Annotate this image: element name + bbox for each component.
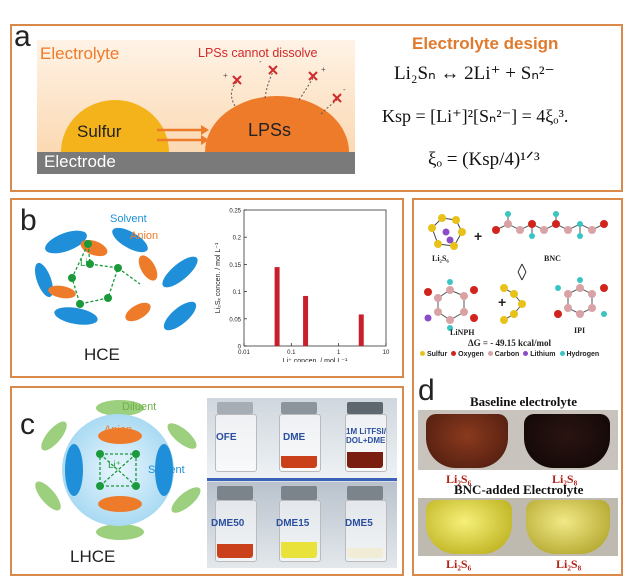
- mol-li2s6-label: Li₂S₆: [432, 254, 449, 263]
- bnc-li2s8-label: Li₂S₈: [556, 557, 582, 571]
- vial-label-litfsi: 1M LiTFSI/ DOL+DME: [346, 427, 386, 445]
- y-tick-label: 0: [238, 345, 242, 351]
- linph-molecule: [424, 279, 478, 331]
- electrolyte-label: Electrolyte: [40, 44, 120, 63]
- lhce-anion-label: Anion: [104, 424, 133, 436]
- lhce-li-label: Li⁺: [108, 460, 122, 471]
- bnc-vials-photo: [418, 498, 618, 556]
- baseline-li2s8-label: Li₂S₈: [552, 472, 578, 486]
- solubility-chart: 0 0.05 0.1 0.15 0.2 0.25 0.01 0.1 1 10 Li⁺ concen.…: [215, 209, 390, 363]
- panel-b: [10, 198, 404, 378]
- y-tick-label: 0.15: [229, 263, 241, 269]
- molecule-diagram: [424, 211, 608, 331]
- electrode-bar: [37, 152, 355, 174]
- svg-text:+: +: [321, 65, 326, 74]
- panel-d: [412, 198, 623, 576]
- ipi-molecule: [554, 277, 608, 318]
- vial-label-dme5: DME5: [345, 518, 373, 529]
- baseline-title: Baseline electrolyte: [470, 394, 577, 409]
- svg-text:-: -: [259, 57, 262, 66]
- x-axis-label: Li⁺ concen. / mol L⁻¹: [283, 358, 348, 362]
- hce-anion-label: Anion: [130, 230, 159, 242]
- hce-li-label: Li⁺: [80, 258, 94, 269]
- lpss-label: LPSs: [248, 120, 292, 140]
- sulfur-chain: [500, 284, 526, 324]
- svg-text:+: +: [223, 71, 228, 80]
- baseline-li2s6-label: Li₂S₆: [446, 472, 472, 486]
- y-tick-label: 0.25: [229, 209, 241, 215]
- li2s6-molecule: [428, 214, 466, 250]
- mol-ipi-label: IPI: [574, 326, 586, 335]
- bar: [358, 314, 364, 346]
- lhce-label: LHCE: [70, 547, 116, 566]
- equation-3: ξₒ = (Ksp/4)¹ᐟ³: [428, 149, 540, 170]
- legend-item-sulfur: Sulfur: [420, 351, 447, 358]
- y-tick-label: 0.1: [233, 290, 242, 296]
- solvation-cloud: [62, 414, 174, 526]
- legend-item-carbon: Carbon: [487, 351, 519, 358]
- lhce-solvent-label: Solvent: [148, 464, 185, 476]
- x-tick-label: 0.1: [287, 350, 296, 356]
- plus-sign-2: +: [498, 294, 507, 310]
- hce-solvent-label: Solvent: [110, 213, 147, 225]
- svg-text:-: -: [343, 85, 346, 94]
- electrode-label: Electrode: [44, 152, 116, 171]
- y-tick-label: 0.2: [233, 236, 242, 242]
- baseline-vials-photo: [418, 410, 618, 470]
- lhce-diluent-label: Diluent: [122, 401, 157, 413]
- panel-c-label: c: [20, 408, 35, 441]
- hce-label: HCE: [84, 345, 120, 364]
- equation-2: Ksp = [Li⁺]²[Sₙ²⁻] = 4ξₒ³.: [382, 106, 569, 126]
- x-tick-label: 1: [337, 350, 341, 356]
- panel-b-label: b: [20, 204, 37, 237]
- lps-note: LPSs cannot dissolve: [198, 46, 318, 60]
- vial-label-dme: DME: [283, 432, 306, 443]
- legend-item-lithium: Lithium: [523, 351, 556, 358]
- design-title: Electrolyte design: [412, 34, 559, 53]
- lpss-particle: [205, 96, 349, 152]
- x-tick-label: 10: [383, 350, 390, 356]
- panel-a-label: a: [14, 20, 31, 53]
- atom-legend: Sulfur Oxygen Carbon Lithium Hydrogen: [420, 351, 620, 358]
- mol-linph-label: LiNPH: [450, 328, 475, 337]
- panel-d-label: d: [418, 374, 435, 407]
- vial-label-ofe: OFE: [216, 432, 237, 443]
- bnc-li2s6-label: Li₂S₆: [446, 557, 472, 571]
- panel-a: [10, 24, 623, 192]
- sulfur-label: Sulfur: [77, 122, 122, 141]
- delta-g: ΔG = - 49.15 kcal/mol: [468, 338, 552, 348]
- mol-bnc-label: BNC: [544, 254, 561, 263]
- plot-frame: [243, 209, 387, 347]
- plus-sign-1: +: [474, 228, 483, 244]
- sulfur-particle: [61, 100, 169, 152]
- bnc-molecule: [492, 211, 608, 239]
- bnc-added-title: BNC-added Electrolyte: [454, 482, 584, 497]
- hce-schematic: [34, 227, 198, 331]
- vial-label-dme15: DME15: [276, 518, 310, 529]
- legend-item-oxygen: Oxygen: [451, 351, 484, 358]
- y-axis-label: Li₂Sₓ concen. / mol L⁻¹: [215, 242, 222, 313]
- y-tick-label: 0.05: [229, 317, 241, 323]
- blocked-x-marks: [232, 65, 342, 103]
- bar: [274, 267, 280, 346]
- panel-c: [10, 386, 404, 576]
- vials-photo: [207, 398, 397, 568]
- x-tick-label: 0.01: [238, 350, 250, 356]
- equation-1: Li₂Sₙ ↔ 2Li⁺ + Sₙ²⁻: [394, 63, 555, 84]
- bar: [303, 295, 309, 346]
- legend-item-hydrogen: Hydrogen: [559, 351, 599, 358]
- vial-label-dme50: DME50: [211, 518, 245, 529]
- panel-a-schematic: + - + -: [37, 40, 355, 174]
- lhce-schematic: [35, 400, 201, 540]
